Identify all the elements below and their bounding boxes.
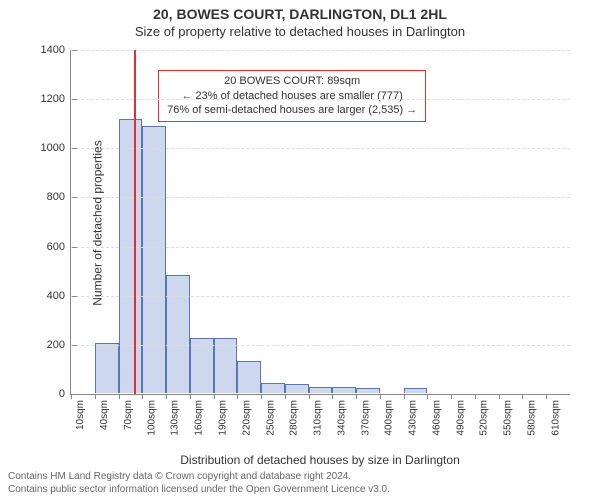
y-tick-label: 400 <box>47 290 71 302</box>
plot-region: 20 BOWES COURT: 89sqm← 23% of detached h… <box>70 50 570 395</box>
y-tick-label: 200 <box>47 339 71 351</box>
bar <box>190 338 214 393</box>
y-tick-label: 1400 <box>41 44 71 56</box>
gridline-h <box>71 99 570 100</box>
x-tick-label: 220sqm <box>237 400 252 436</box>
x-tick-label: 460sqm <box>427 400 442 436</box>
bar <box>285 384 309 393</box>
bar <box>166 275 190 393</box>
bar <box>142 126 166 393</box>
x-tick-label: 340sqm <box>332 400 347 436</box>
x-tick-mark <box>285 394 286 399</box>
x-tick-label: 490sqm <box>451 400 466 436</box>
x-tick-mark <box>214 394 215 399</box>
x-tick-label: 520sqm <box>475 400 490 436</box>
x-tick-mark <box>475 394 476 399</box>
x-tick-mark <box>237 394 238 399</box>
x-tick-mark <box>404 394 405 399</box>
legend-line: 76% of semi-detached houses are larger (… <box>167 103 417 118</box>
bar <box>356 388 380 393</box>
gridline-h <box>71 197 570 198</box>
x-tick-label: 610sqm <box>546 400 561 436</box>
bar <box>309 387 333 393</box>
x-tick-label: 40sqm <box>95 400 110 430</box>
x-tick-label: 130sqm <box>166 400 181 436</box>
y-axis-label: Number of detached properties <box>91 140 105 305</box>
x-tick-label: 310sqm <box>309 400 324 436</box>
bar <box>404 388 428 393</box>
x-tick-label: 580sqm <box>522 400 537 436</box>
x-tick-mark <box>95 394 96 399</box>
x-tick-mark <box>166 394 167 399</box>
gridline-h <box>71 148 570 149</box>
attribution-line: Contains public sector information licen… <box>8 484 390 497</box>
gridline-h <box>71 247 570 248</box>
x-tick-mark <box>380 394 381 399</box>
legend-line: 20 BOWES COURT: 89sqm <box>167 74 417 89</box>
chart-subtitle: Size of property relative to detached ho… <box>0 22 600 39</box>
bar <box>261 383 285 393</box>
x-tick-mark <box>499 394 500 399</box>
y-tick-label: 600 <box>47 241 71 253</box>
y-tick-label: 1200 <box>41 93 71 105</box>
x-tick-mark <box>356 394 357 399</box>
attribution-text: Contains HM Land Registry data © Crown c… <box>8 471 390 496</box>
x-tick-label: 550sqm <box>499 400 514 436</box>
y-tick-label: 800 <box>47 191 71 203</box>
x-tick-mark <box>546 394 547 399</box>
x-tick-mark <box>451 394 452 399</box>
x-tick-label: 370sqm <box>356 400 371 436</box>
x-tick-mark <box>142 394 143 399</box>
bar <box>95 343 119 393</box>
x-tick-mark <box>119 394 120 399</box>
chart-title: 20, BOWES COURT, DARLINGTON, DL1 2HL <box>0 0 600 22</box>
x-tick-label: 280sqm <box>285 400 300 436</box>
x-tick-label: 430sqm <box>404 400 419 436</box>
x-tick-mark <box>427 394 428 399</box>
bar <box>214 338 238 393</box>
x-tick-label: 10sqm <box>71 400 86 430</box>
x-tick-mark <box>522 394 523 399</box>
bar <box>119 119 143 393</box>
gridline-h <box>71 296 570 297</box>
chart-area: 20 BOWES COURT: 89sqm← 23% of detached h… <box>70 50 570 395</box>
x-tick-mark <box>190 394 191 399</box>
x-tick-label: 190sqm <box>214 400 229 436</box>
attribution-line: Contains HM Land Registry data © Crown c… <box>8 471 390 484</box>
x-tick-mark <box>71 394 72 399</box>
x-tick-mark <box>332 394 333 399</box>
y-tick-label: 0 <box>59 388 71 400</box>
x-tick-label: 400sqm <box>380 400 395 436</box>
x-tick-label: 250sqm <box>261 400 276 436</box>
property-marker-line <box>134 50 136 394</box>
x-tick-mark <box>309 394 310 399</box>
x-tick-label: 100sqm <box>142 400 157 436</box>
x-axis-label: Distribution of detached houses by size … <box>70 453 570 467</box>
x-tick-label: 160sqm <box>190 400 205 436</box>
x-tick-mark <box>261 394 262 399</box>
gridline-h <box>71 345 570 346</box>
y-tick-label: 1000 <box>41 142 71 154</box>
gridline-h <box>71 50 570 51</box>
bar <box>237 361 261 393</box>
bar <box>332 387 356 393</box>
legend-line: ← 23% of detached houses are smaller (77… <box>167 89 417 104</box>
x-tick-label: 70sqm <box>119 400 134 430</box>
legend-box: 20 BOWES COURT: 89sqm← 23% of detached h… <box>158 70 426 123</box>
